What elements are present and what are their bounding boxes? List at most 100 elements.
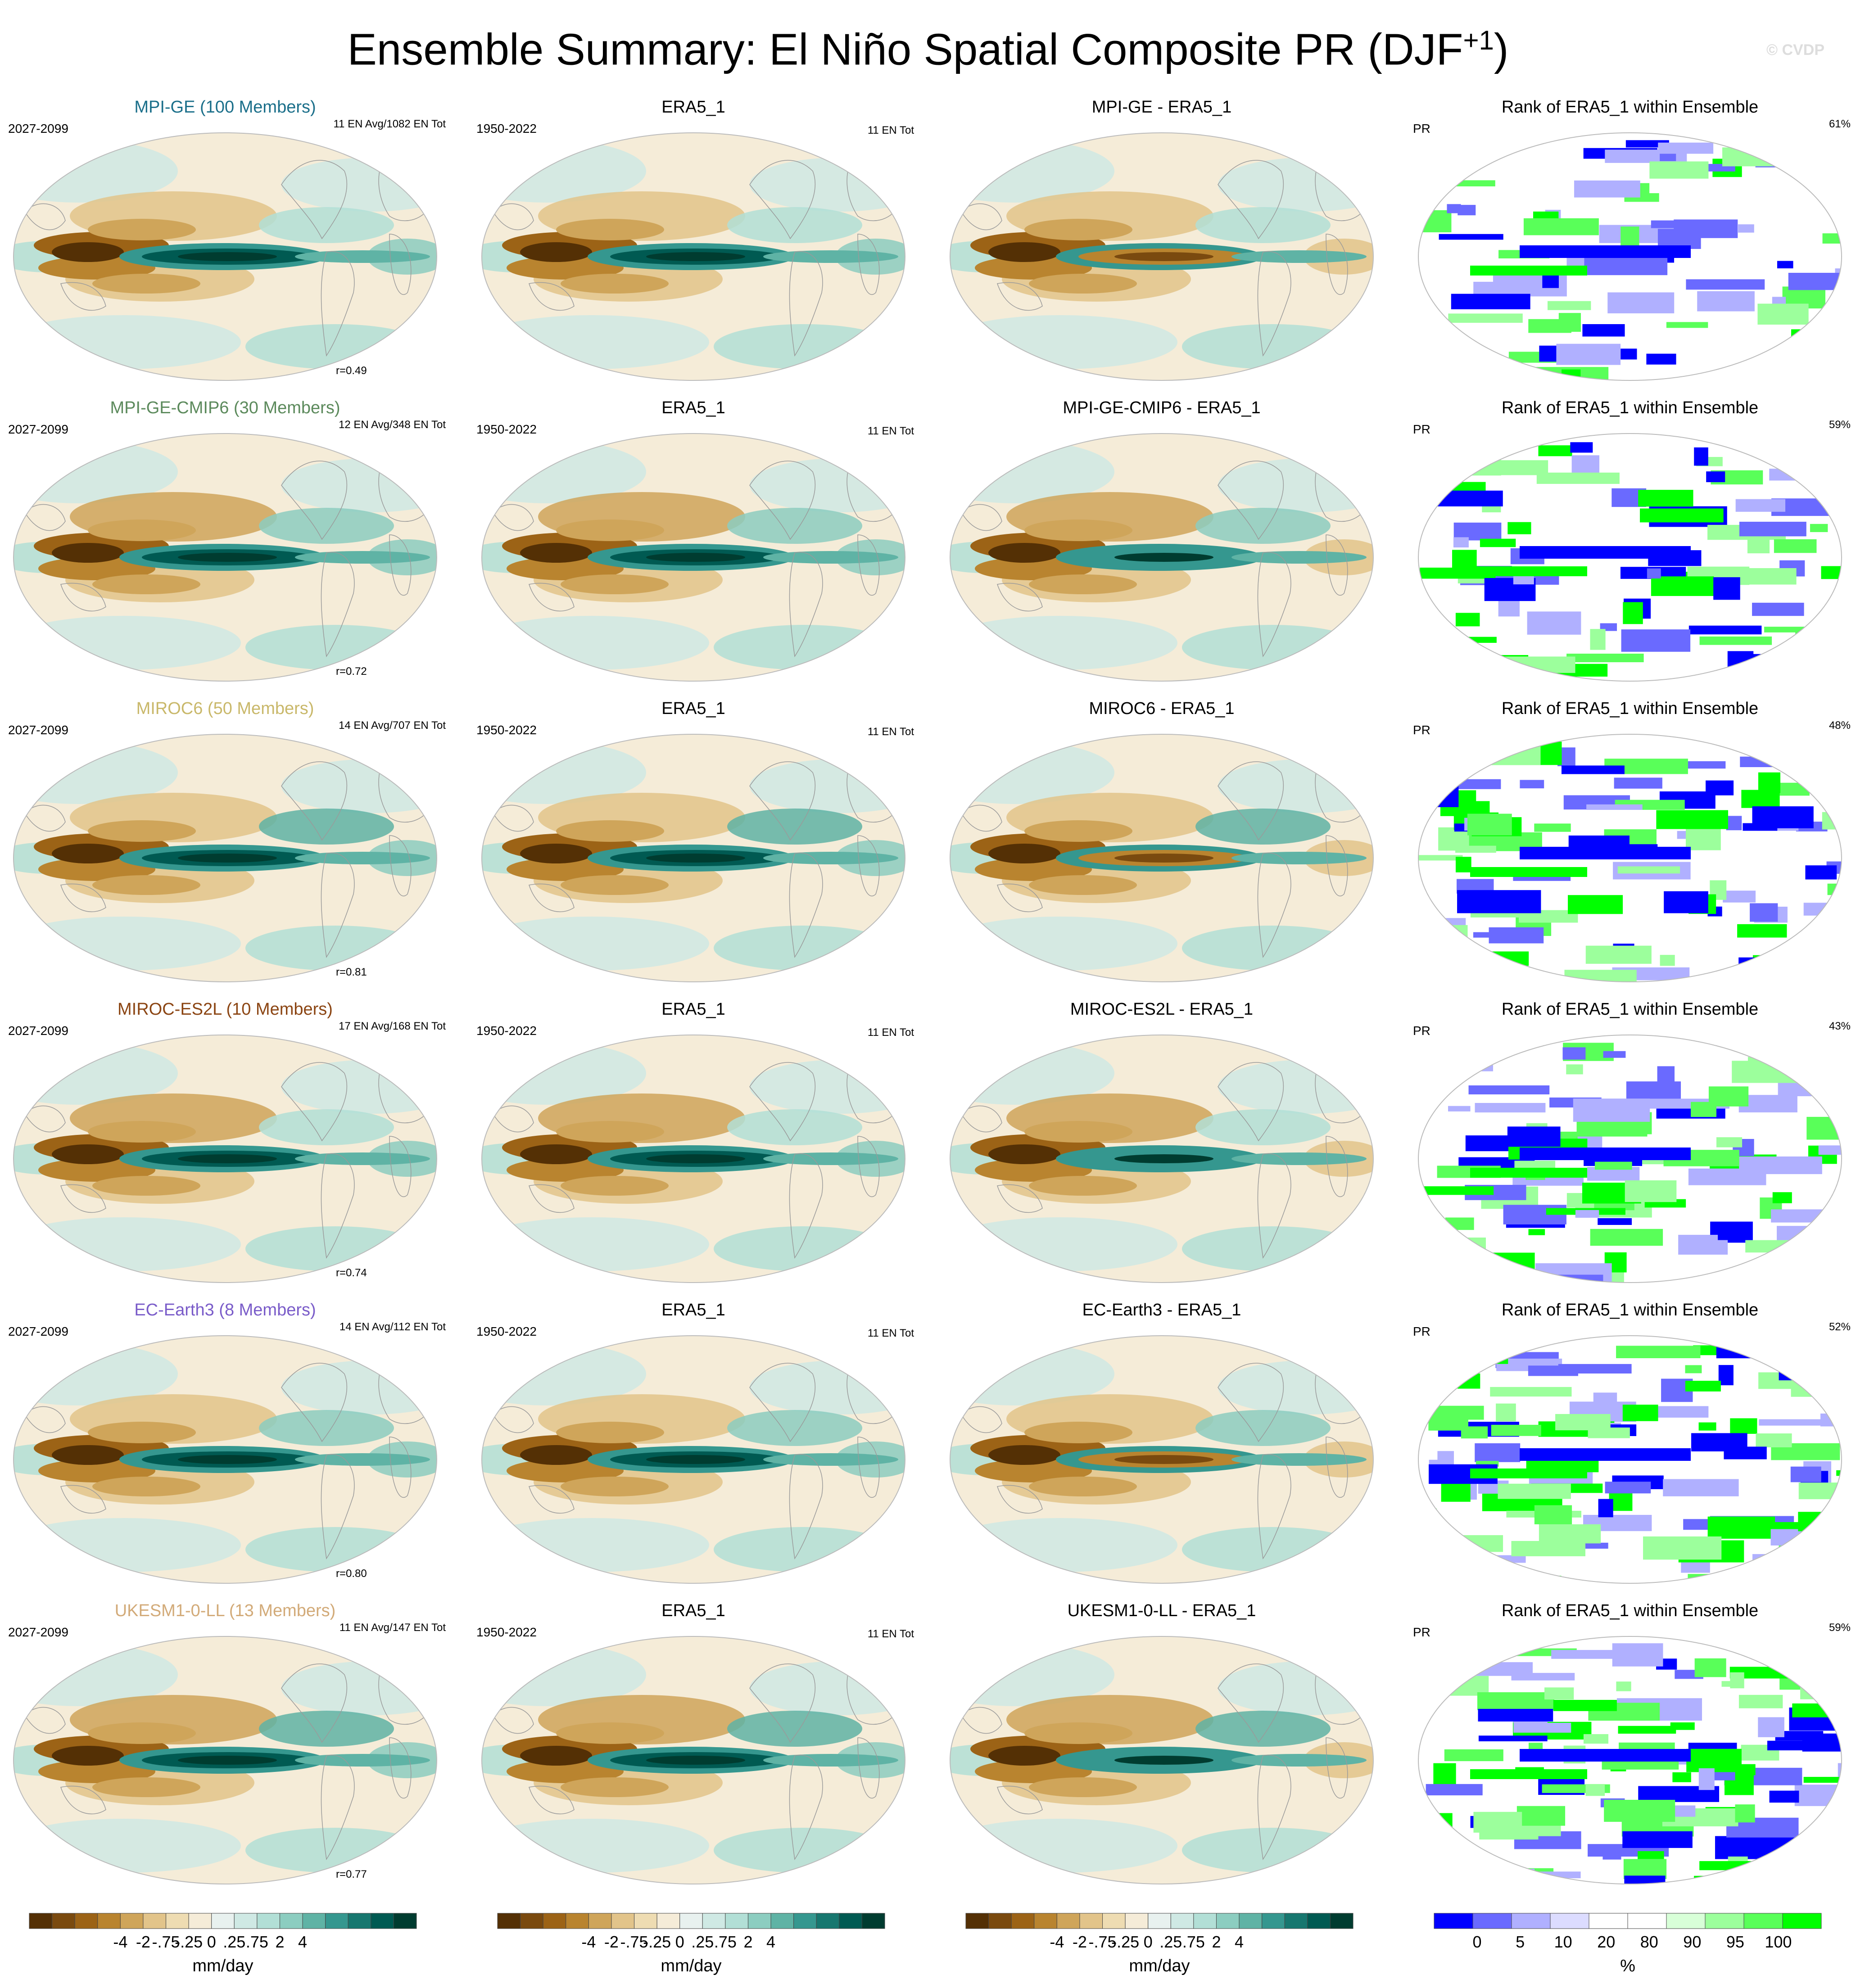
precip-anomaly-map xyxy=(950,734,1374,982)
colorbar-obs-unit: mm/day xyxy=(661,1956,722,1975)
model-event-counts: 12 EN Avg/348 EN Tot xyxy=(339,419,446,431)
colorbar-swatch xyxy=(1472,1913,1512,1929)
rank-title: Rank of ERA5_1 within Ensemble xyxy=(1501,1301,1759,1319)
panel-diff: EC-Earth3 - ERA5_1 xyxy=(937,1297,1387,1595)
colorbar-diff: -4 -2 -.75 -.25 0 .25.75 2 4 mm/day xyxy=(964,1909,1355,1976)
colorbar-swatch xyxy=(497,1913,521,1929)
rank-title: Rank of ERA5_1 within Ensemble xyxy=(1501,98,1759,117)
rank-map xyxy=(1418,132,1842,381)
obs-title: ERA5_1 xyxy=(661,1601,725,1620)
colorbar-tick-label: 0 xyxy=(1473,1933,1482,1951)
diff-title: MIROC6 - ERA5_1 xyxy=(1089,699,1235,718)
colorbar-swatch xyxy=(1262,1913,1285,1929)
model-title: UKESM1-0-LL (13 Members) xyxy=(114,1601,336,1620)
colorbar-model-swatches: -4 -2 -.75-.25 0 .25.75 2 4 xyxy=(29,1913,417,1951)
panel-rank: Rank of ERA5_1 within Ensemble PR 48% xyxy=(1405,696,1855,993)
colorbar-swatch xyxy=(188,1913,212,1929)
panel-diff: MIROC6 - ERA5_1 xyxy=(937,696,1387,993)
precip-anomaly-map xyxy=(13,433,437,682)
colorbar-swatch xyxy=(1170,1913,1194,1929)
colorbar-tick-label: -.25 xyxy=(1111,1933,1139,1951)
panel-rank: Rank of ERA5_1 within Ensemble PR 43% xyxy=(1405,997,1855,1294)
panel-obs: ERA5_1 1950-2022 11 EN Tot xyxy=(468,696,919,993)
rank-title: Rank of ERA5_1 within Ensemble xyxy=(1501,1000,1759,1019)
model-period: 2027-2099 xyxy=(8,723,68,737)
colorbar-swatch xyxy=(1216,1913,1240,1929)
panel-diff: UKESM1-0-LL - ERA5_1 xyxy=(937,1598,1387,1895)
colorbar-tick-label: 20 xyxy=(1597,1933,1615,1951)
panel-diff: MPI-GE-CMIP6 - ERA5_1 xyxy=(937,395,1387,692)
panel-rank: Rank of ERA5_1 within Ensemble PR 52% xyxy=(1405,1297,1855,1595)
colorbar-tick-label: .75 xyxy=(246,1933,268,1951)
colorbar-swatch xyxy=(543,1913,566,1929)
colorbar-tick-label: 80 xyxy=(1640,1933,1658,1951)
precip-anomaly-map xyxy=(481,433,905,682)
colorbar-swatch xyxy=(793,1913,817,1929)
colorbar-swatch xyxy=(1034,1913,1057,1929)
colorbar-tick-label: 0 xyxy=(1144,1933,1153,1951)
colorbar-swatch xyxy=(1511,1913,1551,1929)
panel-rank: Rank of ERA5_1 within Ensemble PR 59% xyxy=(1405,1598,1855,1895)
obs-event-counts: 11 EN Tot xyxy=(867,124,914,136)
colorbar-tick-label: -.75 xyxy=(1089,1933,1117,1951)
precip-anomaly-map xyxy=(13,132,437,381)
precip-anomaly-map xyxy=(950,1636,1374,1884)
colorbar-tick-label: -.75 xyxy=(152,1933,180,1951)
colorbar-swatch xyxy=(1011,1913,1035,1929)
obs-title: ERA5_1 xyxy=(661,699,725,718)
model-title: MPI-GE (100 Members) xyxy=(134,98,316,117)
colorbar-tick-label: -2 xyxy=(604,1933,619,1951)
colorbar-swatch xyxy=(1125,1913,1149,1929)
colorbar-tick-label: -.75 xyxy=(620,1933,648,1951)
colorbar-tick-label: 10 xyxy=(1554,1933,1572,1951)
colorbar-model: -4 -2 -.75 -.25 0 .25.75 2 4 mm/day xyxy=(27,1909,419,1976)
panel-model: EC-Earth3 (8 Members) 2027-2099 14 EN Avg/… xyxy=(0,1297,450,1595)
panel-obs: ERA5_1 1950-2022 11 EN Tot xyxy=(468,997,919,1294)
colorbar-swatch xyxy=(1550,1913,1589,1929)
obs-title: ERA5_1 xyxy=(661,1301,725,1319)
model-event-counts: 11 EN Avg/1082 EN Tot xyxy=(333,118,446,130)
colorbar-swatch xyxy=(988,1913,1012,1929)
colorbar-swatch xyxy=(74,1913,98,1929)
precip-anomaly-map xyxy=(481,1035,905,1283)
colorbar-swatch xyxy=(234,1913,258,1929)
colorbar-rank: 0 5 10 20 80 90 95 100 % xyxy=(1432,1909,1824,1976)
diff-title: MPI-GE-CMIP6 - ERA5_1 xyxy=(1063,398,1261,417)
colorbar-swatch xyxy=(566,1913,589,1929)
colorbar-tick-label: -2 xyxy=(1073,1933,1087,1951)
colorbar-swatch xyxy=(1284,1913,1308,1929)
figure-title: Ensemble Summary: El Niño Spatial Compos… xyxy=(347,24,1509,74)
colorbar-swatch xyxy=(656,1913,680,1929)
precip-anomaly-map xyxy=(13,734,437,982)
diff-title: EC-Earth3 - ERA5_1 xyxy=(1082,1301,1241,1319)
pattern-correlation: r=0.72 xyxy=(336,665,367,678)
obs-title: ERA5_1 xyxy=(661,1000,725,1019)
precip-anomaly-map xyxy=(481,1636,905,1884)
panel-model: MIROC-ES2L (10 Members) 2027-2099 17 EN Av… xyxy=(0,997,450,1294)
obs-event-counts: 11 EN Tot xyxy=(867,726,914,738)
colorbar-swatch xyxy=(143,1913,167,1929)
diff-title: UKESM1-0-LL - ERA5_1 xyxy=(1067,1601,1256,1620)
colorbar-diff-swatches: -4 -2 -.75-.25 0 .25.75 2 4 xyxy=(965,1913,1354,1951)
pattern-correlation: r=0.74 xyxy=(336,1267,367,1279)
obs-period: 1950-2022 xyxy=(476,122,537,136)
colorbar-tick-label: -4 xyxy=(1050,1933,1064,1951)
rank-variable: PR xyxy=(1413,1625,1430,1639)
colorbar-tick-label: 4 xyxy=(298,1933,307,1951)
colorbar-swatch xyxy=(302,1913,326,1929)
rank-title: Rank of ERA5_1 within Ensemble xyxy=(1501,699,1759,718)
colorbar-swatch xyxy=(393,1913,417,1929)
panel-rank: Rank of ERA5_1 within Ensemble PR 59% xyxy=(1405,395,1855,692)
colorbar-swatch xyxy=(747,1913,771,1929)
obs-event-counts: 11 EN Tot xyxy=(867,1327,914,1339)
pattern-correlation: r=0.49 xyxy=(336,365,367,377)
colorbar-tick-label: 2 xyxy=(743,1933,752,1951)
rank-percent: 43% xyxy=(1829,1020,1851,1032)
precip-anomaly-map xyxy=(481,132,905,381)
obs-event-counts: 11 EN Tot xyxy=(867,425,914,437)
colorbar-tick-label: 4 xyxy=(766,1933,775,1951)
panel-model: MIROC6 (50 Members) 2027-2099 14 EN Avg/70… xyxy=(0,696,450,993)
colorbar-obs: -4 -2 -.75 -.25 0 .25.75 2 4 mm/day xyxy=(495,1909,887,1976)
rank-map xyxy=(1418,1335,1842,1584)
pattern-correlation: r=0.77 xyxy=(336,1868,367,1880)
